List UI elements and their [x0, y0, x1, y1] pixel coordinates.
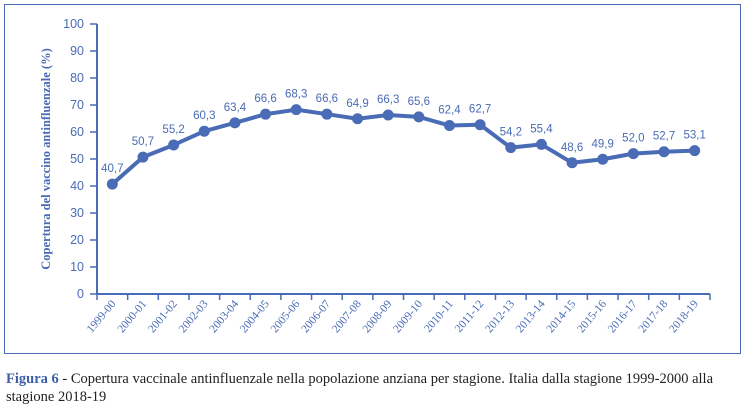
x-tick-label: 2005-06 — [269, 298, 303, 335]
data-label: 55,2 — [162, 124, 184, 136]
x-tick-label: 2008-09 — [361, 298, 395, 335]
x-tick-label: 2002-03 — [177, 298, 211, 335]
data-label: 53,1 — [683, 130, 705, 142]
x-tick-label: 1999-00 — [85, 298, 119, 335]
y-tick-label: 60 — [70, 125, 84, 139]
y-tick-label: 100 — [63, 17, 84, 31]
x-tick-label: 2011-12 — [453, 298, 487, 335]
figure-caption: Figura 6 - Copertura vaccinale antinflue… — [6, 370, 746, 406]
x-tick-label: 2004-05 — [238, 298, 272, 335]
x-tick-label: 2013-14 — [514, 298, 548, 335]
y-axis: 0 10 20 30 40 50 60 70 80 90 100 — [63, 17, 98, 301]
data-label: 64,9 — [346, 98, 368, 110]
data-point — [198, 125, 210, 137]
y-tick-label: 30 — [70, 206, 84, 220]
y-tick-label: 50 — [70, 152, 84, 166]
data-label: 40,7 — [101, 163, 123, 175]
x-tick-label: 2014-15 — [545, 298, 579, 335]
x-tick-label: 2016-17 — [606, 298, 640, 335]
data-point — [229, 117, 241, 129]
data-point — [505, 142, 517, 154]
series: 40,7 50,7 55,2 60,3 63,4 66,6 68,3 66,6 64,9 66,3… — [101, 89, 706, 190]
data-point — [382, 109, 394, 121]
x-tick-label: 2018-19 — [667, 298, 701, 335]
x-tick-label: 2001-02 — [146, 298, 180, 335]
data-point — [627, 148, 639, 160]
x-tick-label: 2006-07 — [299, 298, 333, 335]
data-point — [535, 138, 547, 150]
data-point — [168, 139, 180, 151]
x-tick-label: 2012-13 — [483, 298, 517, 335]
data-label: 50,7 — [132, 136, 154, 148]
data-label: 49,9 — [592, 138, 614, 150]
data-label: 54,2 — [500, 127, 522, 139]
data-label: 66,6 — [254, 93, 276, 105]
data-point — [106, 178, 118, 190]
x-axis: 1999-002000-012001-022002-032003-042004-… — [85, 293, 711, 335]
y-tick-label: 10 — [70, 260, 84, 274]
data-label: 66,3 — [377, 94, 399, 106]
data-label: 65,6 — [408, 96, 430, 108]
y-axis-label: Copertura del vaccino antinfluenzale (%) — [39, 48, 53, 270]
data-label: 52,7 — [653, 131, 675, 143]
y-tick-label: 40 — [70, 179, 84, 193]
data-point — [260, 108, 272, 120]
y-tick-label: 0 — [77, 287, 84, 301]
data-point — [137, 151, 149, 163]
x-tick-label: 2007-08 — [330, 298, 364, 335]
y-tick-label: 90 — [70, 44, 84, 58]
x-tick-label: 2015-16 — [575, 298, 609, 335]
y-tick-label: 70 — [70, 98, 84, 112]
caption-text: - Copertura vaccinale antinfluenzale nel… — [6, 371, 714, 405]
data-point — [689, 145, 701, 157]
data-label: 66,6 — [316, 93, 338, 105]
chart-frame — [4, 4, 741, 354]
data-point — [352, 113, 364, 125]
y-tick-label: 80 — [70, 71, 84, 85]
data-label: 60,3 — [193, 110, 215, 122]
data-label: 52,0 — [622, 133, 644, 145]
data-label: 62,4 — [438, 105, 461, 117]
data-point — [597, 153, 609, 165]
data-point — [566, 157, 578, 169]
x-tick-label: 2003-04 — [207, 298, 241, 335]
data-point — [443, 120, 455, 132]
data-label: 63,4 — [224, 102, 247, 114]
data-point — [658, 146, 670, 158]
data-point — [474, 119, 486, 131]
data-label: 48,6 — [561, 142, 583, 154]
y-tick-label: 20 — [70, 233, 84, 247]
data-label: 68,3 — [285, 89, 307, 101]
data-point — [413, 111, 425, 123]
data-label: 62,7 — [469, 104, 491, 116]
caption-figure-number: Figura 6 — [6, 371, 59, 387]
x-tick-label: 2000-01 — [115, 298, 149, 335]
data-point — [321, 108, 333, 120]
x-tick-label: 2017-18 — [636, 298, 670, 335]
x-tick-label: 2009-10 — [391, 298, 425, 335]
data-label: 55,4 — [530, 123, 553, 135]
x-tick-label: 2010-11 — [422, 298, 456, 335]
data-point — [290, 104, 302, 116]
